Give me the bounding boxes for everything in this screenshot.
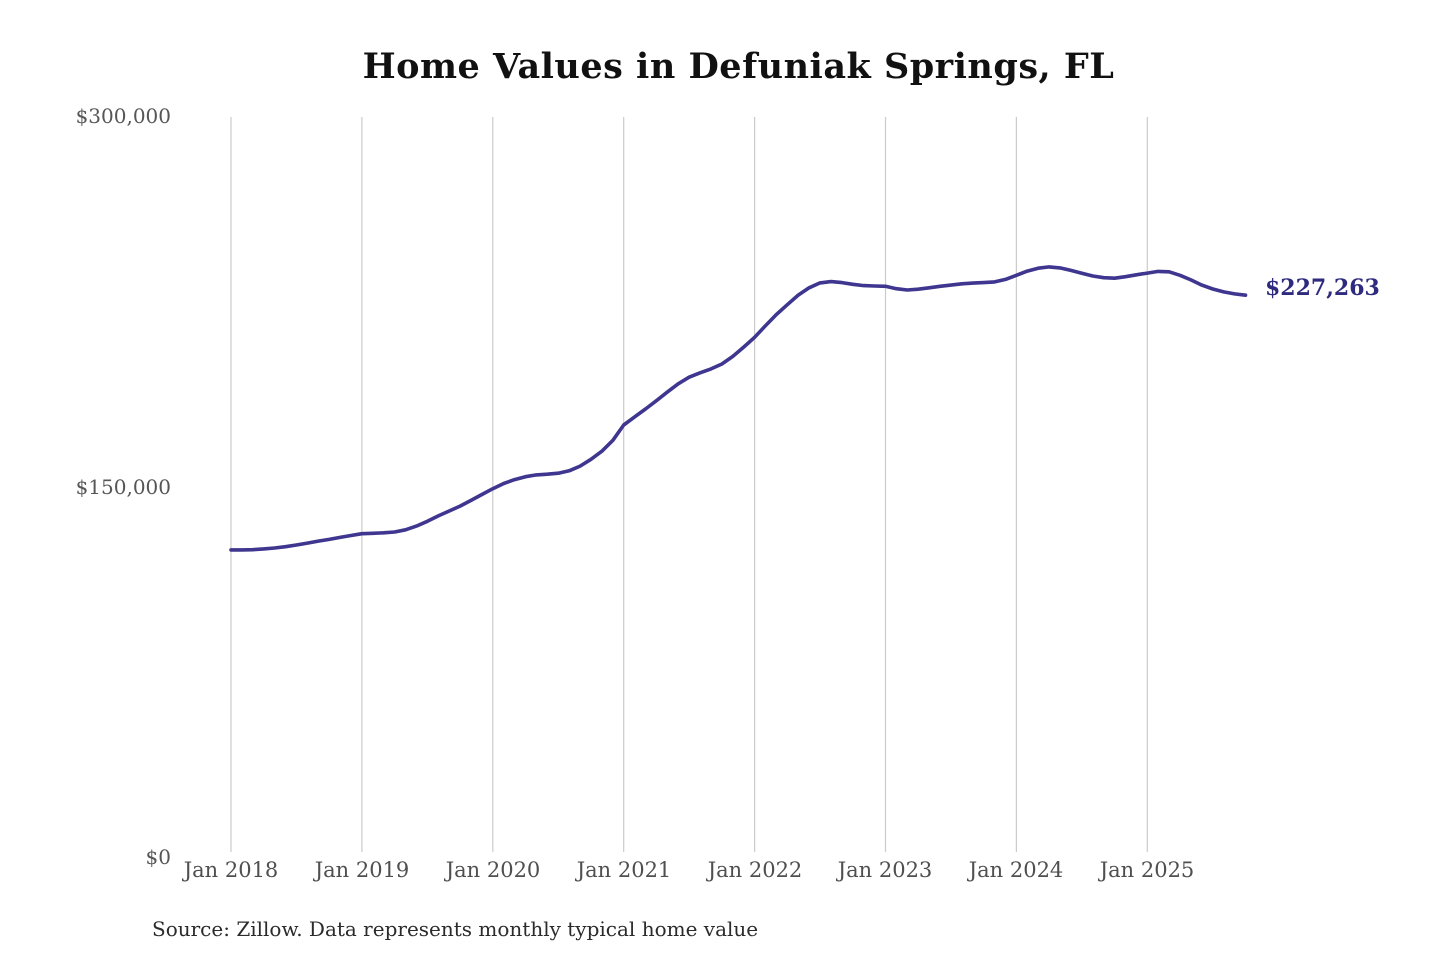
latest-value-label: $227,263 (1265, 275, 1380, 301)
x-axis-tick-jan-2023: Jan 2023 (837, 858, 933, 882)
x-axis-tick-jan-2018: Jan 2018 (183, 858, 279, 882)
y-axis-tick-0: $0 (145, 845, 171, 869)
x-axis-tick-jan-2022: Jan 2022 (707, 858, 803, 882)
x-axis-tick-jan-2025: Jan 2025 (1099, 858, 1195, 882)
vertical-gridlines (230, 117, 1148, 852)
home-value-line-series (229, 265, 1248, 552)
x-axis-tick-jan-2019: Jan 2019 (314, 858, 410, 882)
y-axis-tick-150000: $150,000 (75, 475, 171, 499)
x-axis-tick-jan-2020: Jan 2020 (445, 858, 541, 882)
x-axis-tick-jan-2024: Jan 2024 (968, 858, 1064, 882)
source-note: Source: Zillow. Data represents monthly … (152, 917, 759, 941)
y-axis-tick-300000: $300,000 (75, 104, 171, 128)
x-axis-tick-jan-2021: Jan 2021 (576, 858, 672, 882)
chart-title: Home Values in Defuniak Springs, FL (362, 46, 1115, 87)
